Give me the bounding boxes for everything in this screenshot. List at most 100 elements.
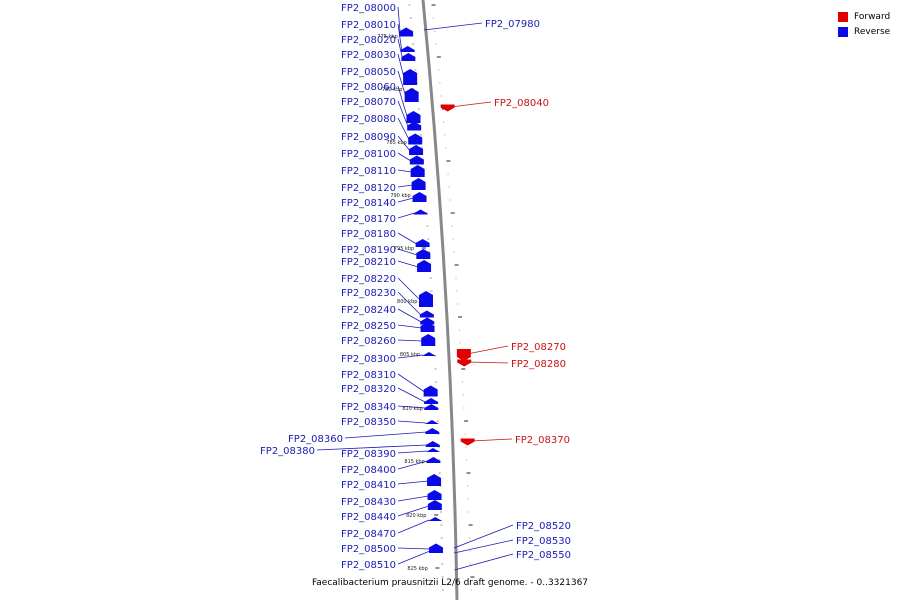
gene-label-fp2-08170[interactable]: FP2_08170 xyxy=(341,214,396,225)
gene-label-fp2-08000[interactable]: FP2_08000 xyxy=(341,3,396,14)
gene-feature-reverse[interactable] xyxy=(407,121,422,131)
gene-label-fp2-08370[interactable]: FP2_08370 xyxy=(515,435,570,446)
gene-feature-reverse[interactable] xyxy=(425,441,440,447)
gene-label-fp2-08110[interactable]: FP2_08110 xyxy=(341,166,396,177)
gene-label-fp2-08360[interactable]: FP2_08360 xyxy=(288,434,343,445)
gene-label-fp2-08100[interactable]: FP2_08100 xyxy=(341,149,396,160)
gene-feature-reverse[interactable] xyxy=(415,239,430,247)
gene-label-fp2-08390[interactable]: FP2_08390 xyxy=(341,449,396,460)
gene-feature-reverse[interactable] xyxy=(427,490,442,500)
gene-label-fp2-08010[interactable]: FP2_08010 xyxy=(341,20,396,31)
gene-label-fp2-08210[interactable]: FP2_08210 xyxy=(341,257,396,268)
gene-label-fp2-08280[interactable]: FP2_08280 xyxy=(511,359,566,370)
gene-feature-reverse[interactable] xyxy=(426,448,441,452)
gene-label-fp2-08350[interactable]: FP2_08350 xyxy=(341,417,396,428)
gene-feature-reverse[interactable] xyxy=(424,404,439,410)
gene-feature-reverse[interactable] xyxy=(408,133,423,145)
gene-feature-reverse[interactable] xyxy=(416,249,431,259)
gene-label-fp2-08550[interactable]: FP2_08550 xyxy=(516,550,571,561)
gene-feature-reverse[interactable] xyxy=(429,547,444,553)
leader-line xyxy=(397,495,429,502)
gene-label-fp2-08300[interactable]: FP2_08300 xyxy=(341,354,396,365)
leader-line xyxy=(397,505,429,517)
gene-feature-reverse[interactable] xyxy=(420,322,435,332)
gene-feature-forward[interactable] xyxy=(456,349,471,361)
gene-label-fp2-08430[interactable]: FP2_08430 xyxy=(341,497,396,508)
gene-label-fp2-08180[interactable]: FP2_08180 xyxy=(341,229,396,240)
gene-feature-reverse[interactable] xyxy=(403,69,418,85)
leader-line xyxy=(397,53,405,79)
gene-feature-reverse[interactable] xyxy=(421,352,436,356)
gene-feature-reverse[interactable] xyxy=(413,209,428,215)
gene-feature-reverse[interactable] xyxy=(427,474,442,486)
gene-label-fp2-08340[interactable]: FP2_08340 xyxy=(341,402,396,413)
gene-feature-reverse[interactable] xyxy=(404,88,419,102)
gene-feature-reverse[interactable] xyxy=(421,334,436,346)
gene-label-fp2-08230[interactable]: FP2_08230 xyxy=(341,288,396,299)
gene-feature-reverse[interactable] xyxy=(417,260,432,272)
gene-label-fp2-08440[interactable]: FP2_08440 xyxy=(341,512,396,523)
gene-feature-reverse[interactable] xyxy=(401,53,416,61)
gene-label-fp2-08030[interactable]: FP2_08030 xyxy=(341,50,396,61)
gene-label-fp2-08050[interactable]: FP2_08050 xyxy=(341,67,396,78)
leader-line xyxy=(397,197,414,203)
gene-feature-reverse[interactable] xyxy=(427,500,442,510)
gene-feature-reverse[interactable] xyxy=(409,155,424,165)
gene-label-fp2-08240[interactable]: FP2_08240 xyxy=(341,305,396,316)
reverse-swatch xyxy=(838,26,848,37)
gene-feature-reverse[interactable] xyxy=(425,428,440,434)
gene-label-fp2-08520[interactable]: FP2_08520 xyxy=(516,521,571,532)
gene-feature-reverse[interactable] xyxy=(419,291,433,307)
gene-label-fp2-08120[interactable]: FP2_08120 xyxy=(341,183,396,194)
gene-feature-forward[interactable] xyxy=(460,438,475,446)
gene-label-fp2-08320[interactable]: FP2_08320 xyxy=(341,384,396,395)
gene-feature-reverse[interactable] xyxy=(423,385,438,397)
gene-label-fp2-08040[interactable]: FP2_08040 xyxy=(494,98,549,109)
kbp-label: 805 kbp xyxy=(400,352,420,358)
gene-label-fp2-08090[interactable]: FP2_08090 xyxy=(341,132,396,143)
gene-label-fp2-08260[interactable]: FP2_08260 xyxy=(341,336,396,347)
gene-feature-reverse[interactable] xyxy=(426,457,441,463)
gene-feature-reverse[interactable] xyxy=(412,192,427,202)
genome-backbone xyxy=(421,0,459,600)
gene-label-fp2-08410[interactable]: FP2_08410 xyxy=(341,480,396,491)
gene-feature-forward[interactable] xyxy=(440,104,455,112)
gene-label-fp2-07980[interactable]: FP2_07980 xyxy=(485,19,540,30)
leader-line xyxy=(397,85,408,119)
leader-line xyxy=(423,22,483,31)
gene-label-fp2-08020[interactable]: FP2_08020 xyxy=(341,35,396,46)
gene-label-fp2-08220[interactable]: FP2_08220 xyxy=(341,274,396,285)
gene-label-fp2-08080[interactable]: FP2_08080 xyxy=(341,114,396,125)
gene-label-fp2-08400[interactable]: FP2_08400 xyxy=(341,465,396,476)
gene-label-fp2-08270[interactable]: FP2_08270 xyxy=(511,342,566,353)
gene-feature-reverse[interactable] xyxy=(399,27,414,37)
gene-label-fp2-08510[interactable]: FP2_08510 xyxy=(341,560,396,571)
kbp-label: 785 kbp xyxy=(386,140,406,146)
gene-feature-reverse[interactable] xyxy=(410,165,425,177)
gene-label-fp2-08530[interactable]: FP2_08530 xyxy=(516,536,571,547)
gene-label-fp2-08070[interactable]: FP2_08070 xyxy=(341,97,396,108)
gene-feature-reverse[interactable] xyxy=(406,111,421,123)
gene-label-fp2-08060[interactable]: FP2_08060 xyxy=(341,82,396,93)
gene-feature-reverse[interactable] xyxy=(424,398,439,404)
leader-line xyxy=(397,6,401,34)
gene-feature-reverse[interactable] xyxy=(428,517,443,521)
gene-feature-forward[interactable] xyxy=(457,359,472,367)
gene-label-fp2-08310[interactable]: FP2_08310 xyxy=(341,370,396,381)
legend-forward: Forward xyxy=(838,9,890,24)
gene-feature-reverse[interactable] xyxy=(409,145,424,155)
gene-label-fp2-08250[interactable]: FP2_08250 xyxy=(341,321,396,332)
gene-label-fp2-08500[interactable]: FP2_08500 xyxy=(341,544,396,555)
gene-label-fp2-08470[interactable]: FP2_08470 xyxy=(341,529,396,540)
gene-label-fp2-08380[interactable]: FP2_08380 xyxy=(260,446,315,457)
gene-label-fp2-08140[interactable]: FP2_08140 xyxy=(341,198,396,209)
gene-feature-reverse[interactable] xyxy=(411,178,426,190)
gene-feature-reverse[interactable] xyxy=(419,310,434,318)
gene-label-fp2-08190[interactable]: FP2_08190 xyxy=(341,245,396,256)
gene-feature-reverse[interactable] xyxy=(420,317,435,325)
gene-feature-reverse[interactable] xyxy=(400,46,415,52)
gene-labels: FP2_08000 FP2_08010 FP2_08020 FP2_08030 FP2_… xyxy=(260,3,571,571)
gene-feature-reverse[interactable] xyxy=(424,420,439,424)
kbp-label: 775 kbp xyxy=(377,34,397,40)
leader-line xyxy=(397,232,417,245)
